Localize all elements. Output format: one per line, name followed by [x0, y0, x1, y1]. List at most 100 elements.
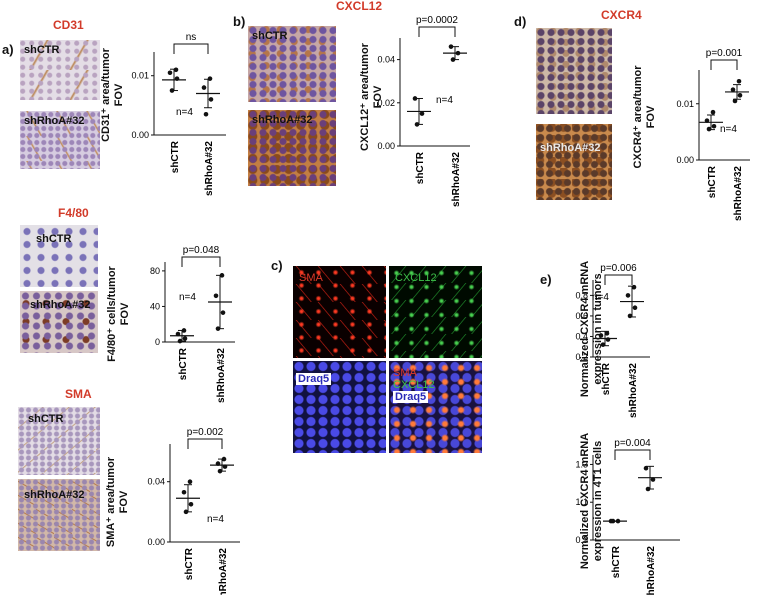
micrograph-cd31-shrhoa: shRhoA#32: [20, 111, 100, 169]
data-point: [730, 87, 736, 92]
y-tick-label: 0.04: [147, 477, 165, 487]
data-point: [412, 96, 418, 101]
significance-bracket: [710, 59, 738, 70]
label-shctr: shCTR: [36, 233, 72, 245]
data-point: [455, 50, 461, 56]
y-tick-label: 0.2: [575, 352, 588, 362]
y-tick-label: 80: [150, 266, 160, 276]
data-point: [625, 293, 631, 298]
if-label-sma: SMA: [299, 272, 323, 284]
y-tick-label: 0.6: [575, 311, 588, 321]
data-point: [220, 310, 226, 315]
micrograph-f480-shctr: shCTR: [20, 225, 98, 287]
data-point: [215, 461, 221, 466]
y-tick-label: 0.01: [131, 71, 149, 81]
y-tick-label: 0.02: [377, 98, 395, 108]
x-category-label: shCTR: [707, 165, 718, 198]
n-label: n=4: [176, 107, 193, 118]
x-category-label: shCTR: [184, 547, 195, 580]
y-tick-label: 40: [150, 301, 160, 311]
significance-label: p=0.006: [600, 263, 637, 274]
x-category-label: shRhoA#32: [733, 166, 744, 221]
panel-label-a: a): [2, 42, 14, 57]
micrograph-cxcl12-shctr: shCTR: [248, 26, 336, 102]
chart-sma: 0.00 0.04 shCTR shRhoA#32 p=0.002 n=4: [147, 427, 240, 595]
panel-label-c: c): [271, 258, 283, 273]
label-shrhoa: shRhoA#32: [30, 299, 91, 311]
if-merge-label-cxcl12: CXCL12: [393, 379, 435, 391]
significance-label: p=0.004: [614, 438, 651, 449]
data-point: [632, 305, 638, 311]
data-point: [615, 518, 621, 524]
significance-label: ns: [186, 32, 197, 43]
data-point: [181, 489, 187, 495]
significance-label: p=0.001: [706, 48, 743, 59]
title-cd31: CD31: [53, 18, 84, 32]
data-point: [174, 76, 180, 81]
data-point: [419, 111, 425, 116]
if-sma: SMA: [293, 266, 386, 358]
micrograph-cd31-shctr: shCTR: [20, 40, 100, 100]
y-tick-label: 0.00: [147, 537, 165, 547]
significance-bracket: [173, 43, 209, 54]
data-point: [414, 122, 420, 127]
x-category-label: shRhoA#32: [628, 363, 639, 418]
data-point: [643, 465, 649, 471]
label-shctr: shCTR: [28, 413, 64, 425]
data-point: [221, 456, 227, 462]
x-category-label: shCTR: [415, 151, 426, 184]
y-tick-label: 0.8: [575, 290, 588, 300]
significance-bracket: [614, 449, 651, 460]
data-point: [645, 486, 651, 492]
significance-bracket: [187, 438, 223, 449]
x-category-label: shCTR: [611, 545, 622, 578]
y-tick-label: 0.04: [377, 55, 395, 65]
n-label: n=4: [592, 292, 609, 303]
significance-bracket: [604, 274, 633, 285]
y-tick-label: 0.01: [676, 99, 694, 109]
data-point: [203, 111, 209, 117]
chart-cxcl12: 0.00 0.02 0.04 shCTR shRhoA#32 p=0.0002 n=4: [377, 15, 470, 207]
micrograph-cxcr4-shctr: [536, 28, 612, 114]
title-f480: F4/80: [58, 206, 89, 220]
data-point: [737, 93, 743, 98]
panel-label-d: d): [514, 14, 527, 29]
x-category-label: shCTR: [170, 140, 181, 173]
data-point: [181, 328, 187, 333]
label-shctr: shCTR: [252, 30, 288, 42]
data-point: [631, 284, 637, 290]
data-point: [710, 109, 716, 115]
x-category-label: shRhoA#32: [451, 152, 462, 207]
micrograph-sma-shctr: shCTR: [18, 407, 100, 475]
data-point: [600, 342, 606, 347]
label-shrhoa: shRhoA#32: [252, 114, 313, 126]
data-point: [450, 57, 456, 62]
data-point: [187, 479, 193, 484]
x-category-label: shCTR: [601, 362, 612, 395]
data-point: [732, 98, 738, 104]
data-point: [736, 78, 742, 84]
data-point: [222, 464, 228, 469]
data-point: [605, 337, 611, 342]
x-category-label: shRhoA#32: [646, 546, 657, 595]
data-point: [167, 70, 173, 76]
data-point: [169, 88, 175, 93]
y-tick-label: 1.1: [575, 497, 588, 507]
data-point: [706, 126, 712, 132]
y-tick-label: 0.00: [676, 155, 694, 165]
chart-f480: 0 40 80 shCTR shRhoA#32 p=0.048 n=4: [150, 245, 235, 403]
label-shrhoa: shRhoA#32: [24, 115, 85, 127]
data-point: [217, 468, 223, 474]
if-merge-label-draq5: Draq5: [393, 391, 429, 403]
data-point: [188, 502, 194, 507]
n-label: n=4: [179, 292, 196, 303]
title-cxcl12: CXCL12: [336, 0, 383, 13]
if-draq5: Draq5: [293, 361, 386, 453]
data-point: [177, 338, 183, 344]
micrograph-cxcr4-shrhoa: shRhoA#32: [536, 124, 612, 200]
significance-bracket: [418, 26, 456, 37]
label-shrhoa: shRhoA#32: [540, 142, 601, 154]
data-point: [650, 477, 656, 482]
data-point: [207, 76, 213, 81]
